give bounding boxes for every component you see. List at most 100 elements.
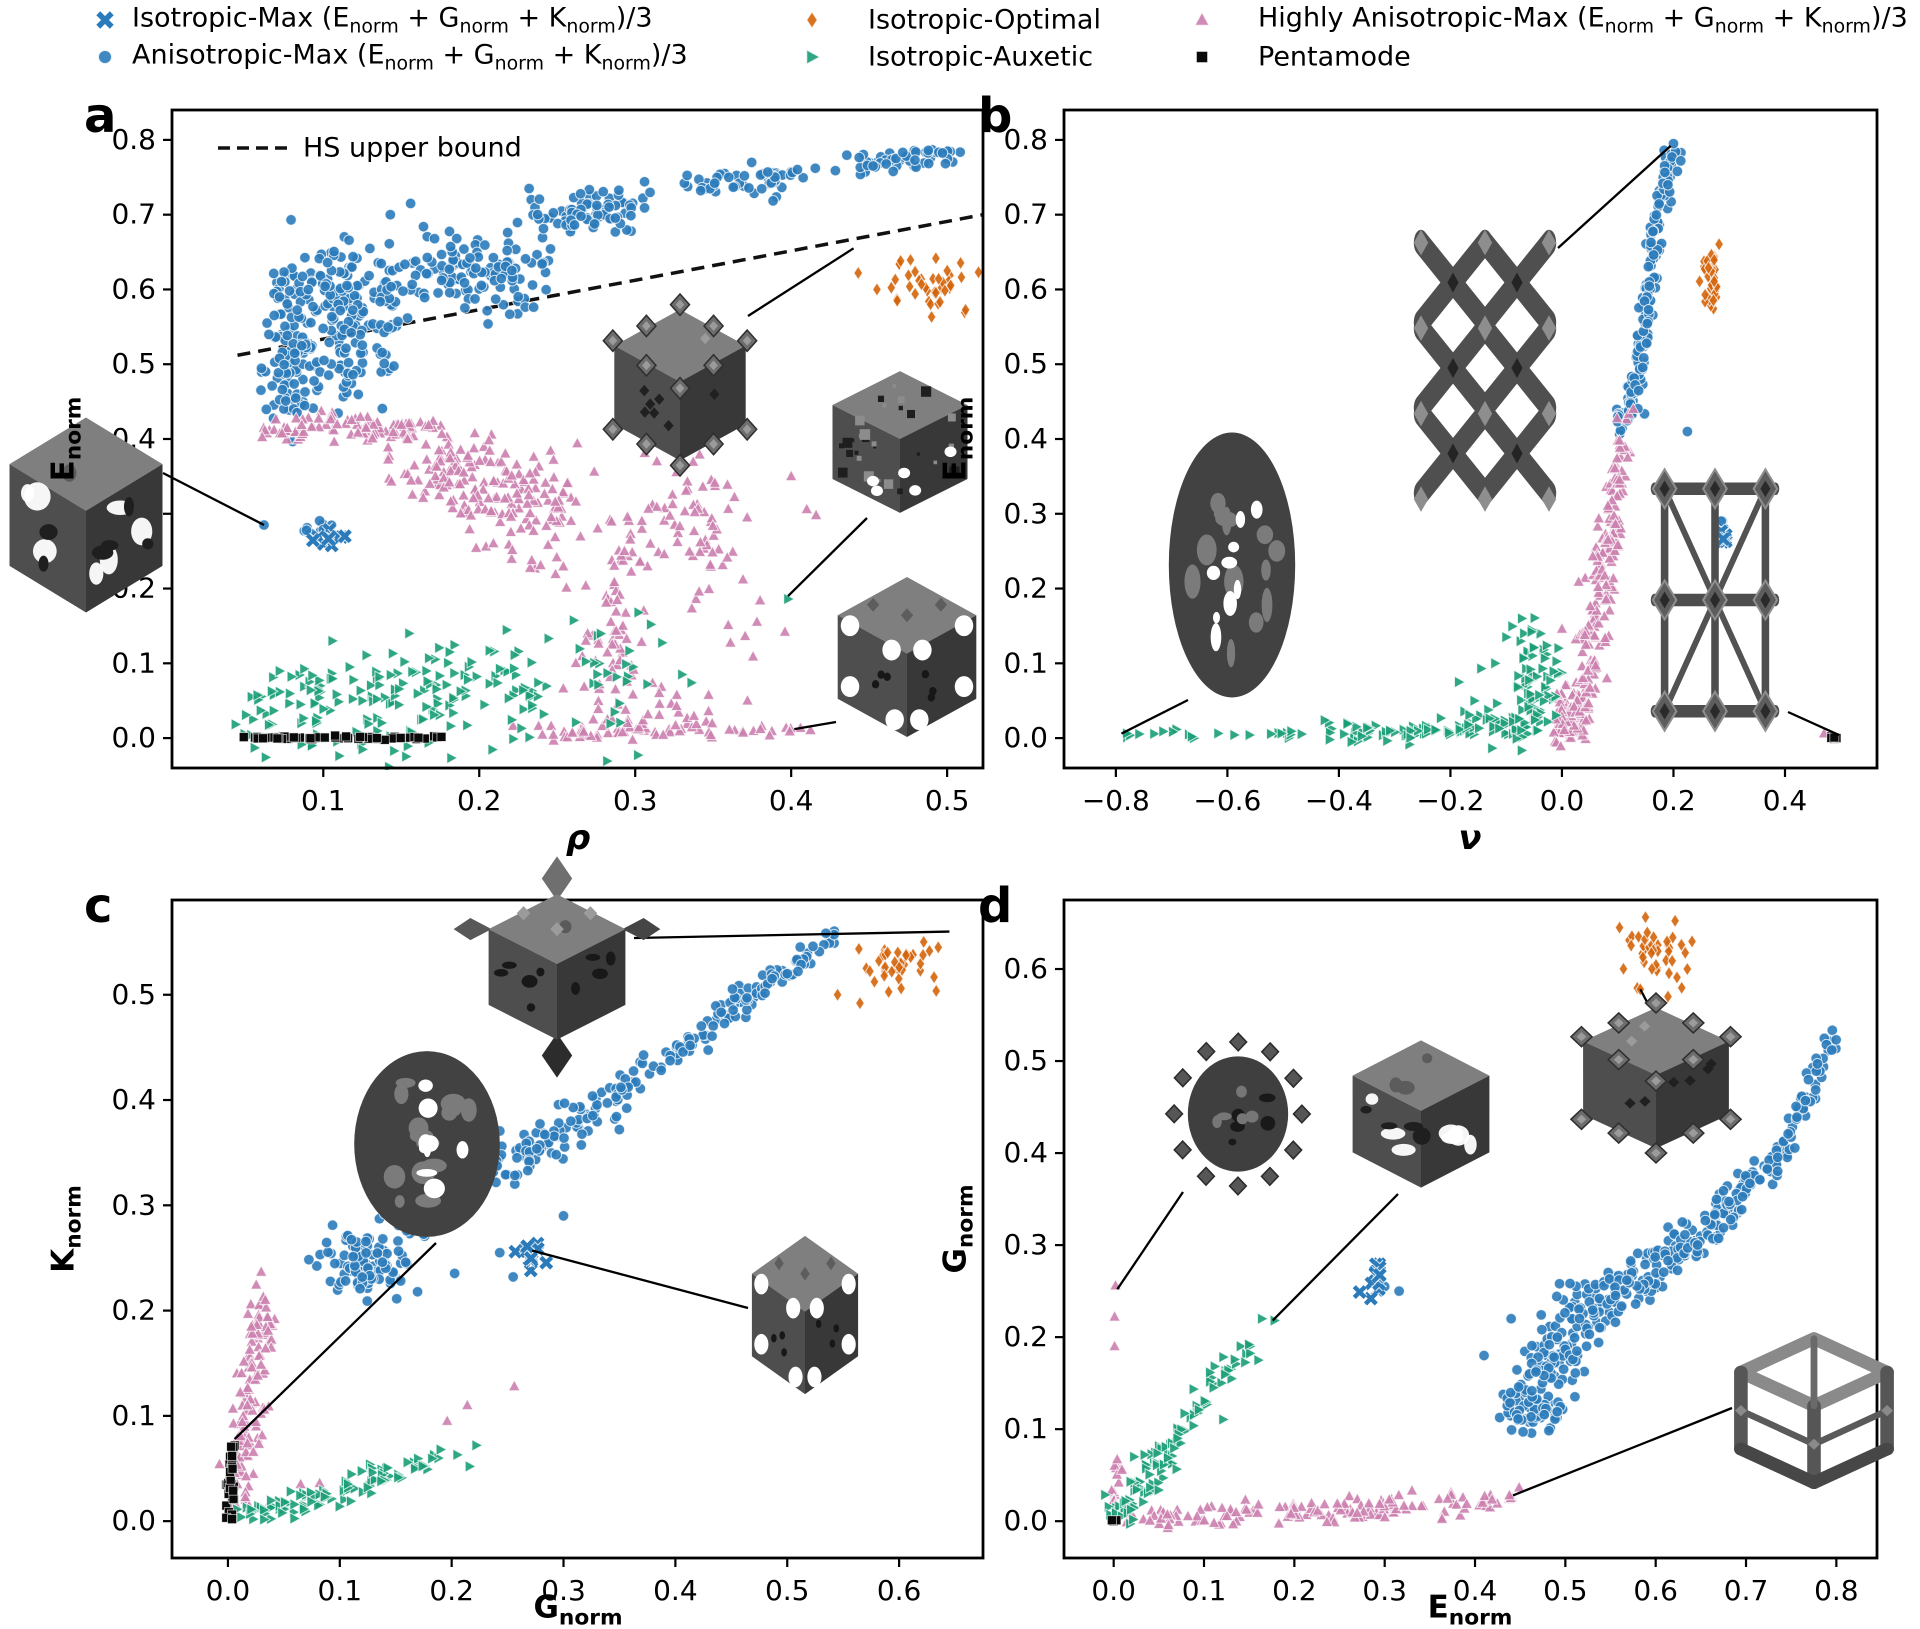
series-anisotropic_max-cluster [267, 262, 323, 325]
series-isotropic_optimal-cluster [832, 939, 944, 1011]
annotation-line-b3 [1787, 710, 1840, 737]
series-anisotropic_max-cluster [255, 214, 326, 448]
panel-d-ticks: 0.0 0.1 0.2 0.3 0.4 0.5 0.6 0.7 0.8 0.0 0.1 0.2 0.3 0… [1003, 952, 1858, 1607]
legend-label-isotropic_auxetic: Isotropic-Auxetic [868, 41, 1094, 73]
svg-text:0.3: 0.3 [541, 1574, 586, 1607]
svg-text:−0.4: −0.4 [1305, 784, 1373, 817]
svg-text:0.7: 0.7 [1003, 198, 1048, 231]
svg-text:0.4: 0.4 [1453, 1574, 1498, 1607]
panel-d-data-points [1100, 909, 1842, 1534]
series-isotropic_auxetic-cluster [286, 634, 375, 763]
panel-c-data-points [212, 925, 944, 1527]
annotation-line-a4 [794, 720, 837, 731]
panel-c-spines [170, 898, 985, 1560]
series-anisotropic_max-cluster [456, 226, 557, 330]
svg-text:0.6: 0.6 [1003, 272, 1048, 305]
annotation-line-a2 [747, 247, 855, 317]
series-isotropic_optimal-cluster [853, 265, 903, 309]
series-isotropic_max-cluster [1351, 1256, 1388, 1307]
series-highly_anisotropic_max-cluster [685, 477, 767, 662]
series-anisotropic_max-cluster [317, 279, 369, 420]
legend-marker-triangle-up-icon [1193, 10, 1211, 26]
inset-structure-perforated-ball [1168, 432, 1296, 698]
series-highly_anisotropic_max-cluster [484, 436, 601, 593]
panel-b-x-axis-label: ν [1458, 818, 1482, 858]
series-isotropic_max-cluster [507, 1235, 554, 1279]
svg-text:0.7: 0.7 [111, 198, 156, 231]
panel-b-spines [1062, 108, 1879, 770]
series-highly_anisotropic_max-cluster [1598, 406, 1637, 551]
svg-text:0.1: 0.1 [1182, 1574, 1227, 1607]
inset-structure-perforated-round-cube [1352, 1040, 1490, 1188]
panel-d-plot: 0.0 0.1 0.2 0.3 0.4 0.5 0.6 0.7 0.8 0.0 0.1 0.2 0.3 0… [1003, 898, 1879, 1607]
series-anisotropic_max-cluster [1550, 1276, 1656, 1349]
legend-marker-square-icon [1195, 50, 1209, 64]
panel-a-x-axis-label: ρ [565, 818, 591, 858]
svg-text:0.3: 0.3 [1362, 1574, 1407, 1607]
svg-text:0.2: 0.2 [429, 1574, 474, 1607]
inset-structure-spiky-ball [1164, 1032, 1312, 1196]
series-highly_anisotropic_max-cluster [1108, 1278, 1123, 1352]
svg-text:0.0: 0.0 [1003, 1504, 1048, 1537]
svg-text:0.5: 0.5 [111, 347, 156, 380]
series-anisotropic_max-cluster [1633, 219, 1668, 338]
series-isotropic_optimal-cluster [1694, 236, 1724, 317]
series-anisotropic_max-cluster [493, 940, 819, 1283]
series-isotropic_max-cluster [305, 522, 353, 554]
svg-text:0.2: 0.2 [1003, 572, 1048, 605]
svg-text:−0.2: −0.2 [1416, 784, 1484, 817]
series-highly_anisotropic_max-cluster [1456, 1480, 1526, 1509]
series-anisotropic_max-cluster [610, 979, 760, 1103]
inset-structure-perforated-cube [9, 417, 163, 613]
inset-structure-rough-fractal-cube [832, 371, 968, 513]
panel-b-letter: b [978, 88, 1013, 144]
series-anisotropic_max-cluster [531, 199, 651, 238]
annotation-line-d1 [1116, 1191, 1184, 1290]
inset-structure-knobbed-lattice-cube [602, 292, 758, 478]
panel-c-letter: c [84, 878, 113, 934]
annotation-line-c1 [633, 930, 950, 940]
svg-text:−0.6: −0.6 [1193, 784, 1261, 817]
series-highly_anisotropic_max-cluster [212, 1319, 276, 1503]
series-highly_anisotropic_max-cluster [575, 512, 655, 694]
svg-text:0.0: 0.0 [1003, 721, 1048, 754]
inset-structure-fractal-ball [354, 1051, 500, 1237]
annotation-line-d4 [1512, 1406, 1733, 1497]
annotation-line-b1 [1557, 145, 1672, 249]
annotation-line-a3 [787, 517, 868, 597]
annotation-line-d2 [1271, 1193, 1399, 1322]
annotation-lines [162, 145, 1840, 1497]
series-isotropic_optimal-cluster [1614, 920, 1693, 997]
inset-structure-x-lattice-tower [1413, 229, 1557, 512]
svg-text:0.4: 0.4 [1003, 1136, 1048, 1169]
svg-text:0.2: 0.2 [457, 784, 502, 817]
panel-b-y-axis-label: Enorm [937, 396, 979, 482]
series-highly_anisotropic_max-cluster [740, 469, 823, 706]
series-isotropic_auxetic-cluster [568, 613, 670, 768]
panel-b-ticks: −0.8 −0.6 −0.4 −0.2 0.0 0.2 0.4 0.0 0.1 0.2 0.3 0.4… [1003, 123, 1807, 817]
svg-text:0.3: 0.3 [111, 1188, 156, 1221]
panel-c-plot: 0.0 0.1 0.2 0.3 0.4 0.5 0.6 0.0 0.1 0.2 0.3 0.4 0.5 [111, 898, 985, 1607]
panel-c-x-axis-label: Gnorm [533, 1589, 623, 1629]
legend-label-pentamode: Pentamode [1258, 41, 1411, 73]
series-isotropic_auxetic-cluster [1100, 1359, 1239, 1531]
svg-text:0.8: 0.8 [1814, 1574, 1859, 1607]
series-highly_anisotropic_max-cluster [722, 718, 818, 741]
svg-text:0.2: 0.2 [111, 1294, 156, 1327]
svg-text:0.4: 0.4 [769, 784, 814, 817]
series-pentamode-cluster [1106, 1515, 1122, 1527]
series-isotropic_optimal-cluster [853, 934, 942, 1000]
annotation-line-a1 [162, 471, 265, 527]
series-isotropic_auxetic-cluster [1253, 1312, 1282, 1367]
svg-text:0.4: 0.4 [1003, 422, 1048, 455]
series-anisotropic_max-cluster [1691, 1140, 1794, 1251]
series-anisotropic_max-cluster [1662, 137, 1694, 438]
series-pentamode-cluster [238, 730, 447, 745]
svg-text:0.4: 0.4 [111, 1083, 156, 1116]
series-anisotropic_max-cluster [1511, 1309, 1593, 1403]
svg-text:0.1: 0.1 [111, 1399, 156, 1432]
annotation-line-c2 [233, 1242, 437, 1440]
svg-text:0.1: 0.1 [301, 784, 346, 817]
